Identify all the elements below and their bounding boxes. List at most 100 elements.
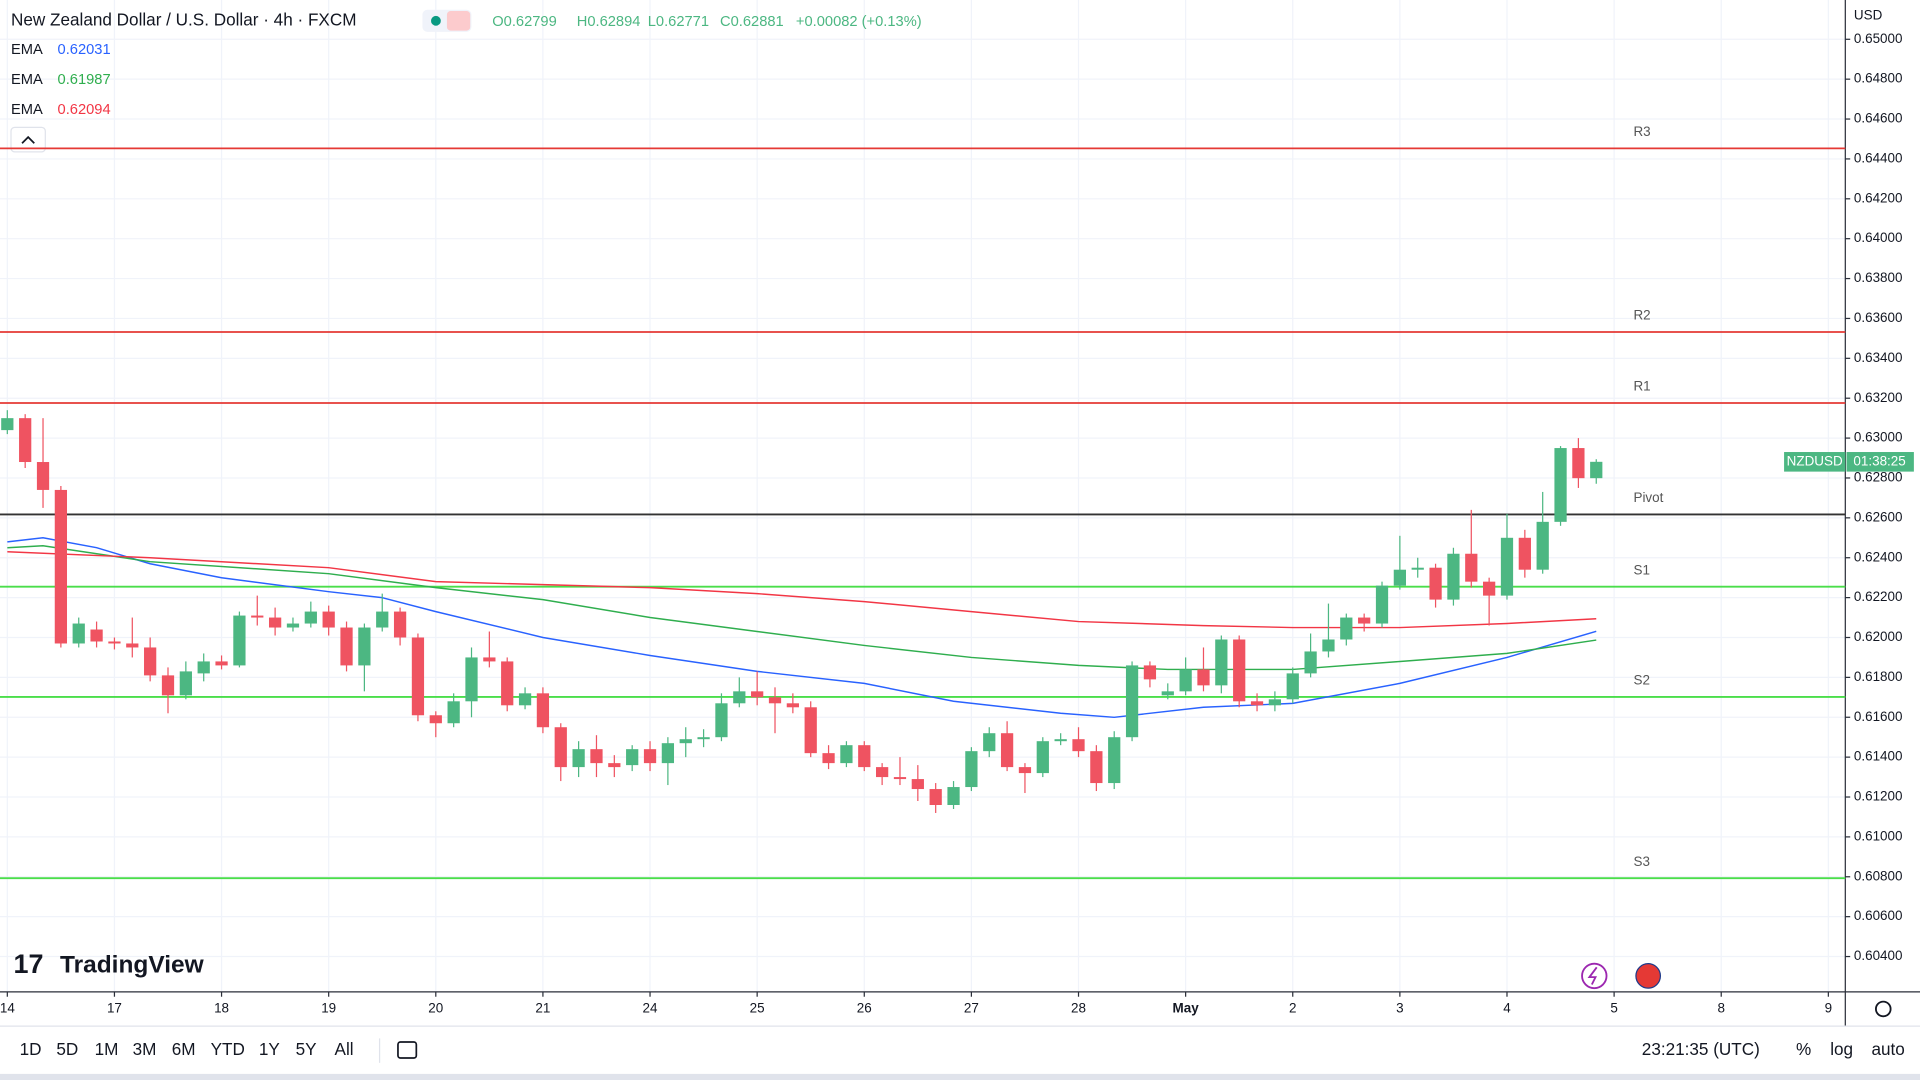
ohlc-value: H0.62894 bbox=[577, 14, 641, 30]
candle-body bbox=[1197, 669, 1210, 686]
economic-event-flag[interactable] bbox=[1635, 963, 1662, 989]
y-tick-label: 0.61600 bbox=[1854, 709, 1903, 724]
candle-body bbox=[911, 779, 924, 790]
ohlc-value: C0.62881 bbox=[720, 14, 784, 30]
x-tick-label: 17 bbox=[107, 1001, 122, 1016]
candle-body bbox=[947, 787, 960, 805]
candle-body bbox=[161, 675, 175, 696]
y-tick-label: 0.64000 bbox=[1854, 230, 1903, 245]
candle-body bbox=[893, 777, 907, 780]
candle-body bbox=[268, 617, 282, 628]
candle-body bbox=[1304, 651, 1317, 674]
candle-body bbox=[929, 789, 942, 805]
y-tick-label: 0.62200 bbox=[1854, 589, 1903, 604]
candle-body bbox=[786, 703, 799, 708]
candle-body bbox=[90, 629, 103, 642]
candle-body bbox=[36, 462, 50, 490]
candle-body bbox=[1590, 461, 1603, 479]
settings-icon[interactable] bbox=[1875, 1000, 1892, 1018]
countdown-tag bbox=[1846, 452, 1914, 472]
bottom-strip bbox=[0, 1073, 1920, 1080]
x-tick-label: 18 bbox=[214, 1001, 229, 1016]
symbol-tag bbox=[1784, 452, 1846, 472]
x-tick-label: 4 bbox=[1503, 1001, 1511, 1016]
legend-value: 0.62094 bbox=[58, 102, 111, 118]
candle-body bbox=[19, 418, 32, 463]
candle-body bbox=[304, 611, 317, 624]
x-tick-label: 28 bbox=[1071, 1001, 1086, 1016]
timeframe-button[interactable]: 1Y bbox=[259, 1039, 281, 1059]
pivot-level-label: R2 bbox=[1633, 308, 1650, 323]
timeframe-button[interactable]: 1D bbox=[20, 1039, 42, 1059]
ohlc-value: O0.62799 bbox=[492, 14, 557, 30]
timeframe-button[interactable]: YTD bbox=[211, 1039, 245, 1059]
legend-name: EMA bbox=[11, 72, 43, 88]
scale-option[interactable]: auto bbox=[1871, 1039, 1904, 1059]
candle-body bbox=[411, 637, 425, 716]
timeframe-button[interactable]: 5D bbox=[56, 1039, 78, 1059]
candle-body bbox=[501, 661, 514, 706]
candle-body bbox=[1465, 553, 1478, 582]
legend-name: EMA bbox=[11, 42, 43, 58]
timeframe-button[interactable]: 5Y bbox=[296, 1039, 318, 1059]
y-tick-label: 0.62800 bbox=[1854, 470, 1903, 485]
candle-body bbox=[608, 763, 621, 768]
x-tick-label: 27 bbox=[964, 1001, 979, 1016]
x-tick-label: 9 bbox=[1825, 1001, 1832, 1016]
candle-body bbox=[144, 647, 157, 676]
x-tick-label: 24 bbox=[643, 1001, 658, 1016]
candle-body bbox=[108, 641, 121, 644]
x-tick-label: 20 bbox=[428, 1001, 443, 1016]
candle-body bbox=[1036, 741, 1049, 774]
candle-body bbox=[518, 693, 532, 706]
y-tick-label: 0.64600 bbox=[1854, 111, 1903, 126]
candle-body bbox=[322, 611, 335, 628]
candle-body bbox=[1286, 673, 1299, 700]
candle-body bbox=[429, 715, 442, 724]
pivot-level-label: R1 bbox=[1633, 379, 1650, 394]
timeframe-button[interactable]: 1M bbox=[95, 1039, 119, 1059]
date-range-icon[interactable] bbox=[397, 1041, 418, 1059]
clock[interactable]: 23:21:35 (UTC) bbox=[1642, 1039, 1760, 1059]
candle-body bbox=[1, 418, 14, 431]
timeframe-button[interactable]: All bbox=[335, 1039, 354, 1059]
x-tick-label: 25 bbox=[750, 1001, 765, 1016]
candle-body bbox=[358, 627, 371, 666]
logo-mark: 17 bbox=[13, 949, 43, 979]
x-tick-label: 21 bbox=[535, 1001, 550, 1016]
pivot-level-label: S2 bbox=[1633, 673, 1649, 688]
candle-body bbox=[822, 753, 835, 764]
y-tick-label: 0.61200 bbox=[1854, 789, 1903, 804]
symbol-tag-label: NZDUSD bbox=[1787, 453, 1843, 468]
scale-option[interactable]: % bbox=[1796, 1039, 1811, 1059]
candle-body bbox=[1447, 553, 1460, 600]
timeframe-button[interactable]: 3M bbox=[133, 1039, 157, 1059]
collapse-button[interactable] bbox=[10, 126, 46, 153]
y-tick-label: 0.62400 bbox=[1854, 549, 1903, 564]
collapse-icon bbox=[21, 135, 35, 144]
x-tick-label: 2 bbox=[1289, 1001, 1296, 1016]
scale-option[interactable]: log bbox=[1830, 1039, 1853, 1059]
x-tick-label: 26 bbox=[857, 1001, 872, 1016]
market-open-dot bbox=[431, 15, 441, 26]
candle-body bbox=[715, 703, 728, 738]
candle-body bbox=[393, 611, 407, 638]
currency[interactable]: USD bbox=[1854, 7, 1883, 22]
candle-body bbox=[858, 745, 871, 768]
candle-body bbox=[697, 737, 710, 740]
candle-body bbox=[804, 707, 817, 754]
y-tick-label: 0.61400 bbox=[1854, 749, 1903, 764]
x-tick-label: May bbox=[1173, 1001, 1200, 1016]
candle-body bbox=[1518, 537, 1531, 570]
candle-body bbox=[1250, 701, 1264, 706]
y-tick-label: 0.62000 bbox=[1854, 629, 1903, 644]
candle-body bbox=[1125, 665, 1139, 738]
candle-body bbox=[1340, 617, 1353, 640]
timeframe-button[interactable]: 6M bbox=[172, 1039, 196, 1059]
candle-body bbox=[1375, 585, 1389, 624]
pivot-level-label: S3 bbox=[1633, 854, 1649, 869]
candle-body bbox=[1268, 699, 1282, 706]
candle-body bbox=[1393, 569, 1406, 586]
events-icon[interactable] bbox=[1581, 962, 1608, 990]
